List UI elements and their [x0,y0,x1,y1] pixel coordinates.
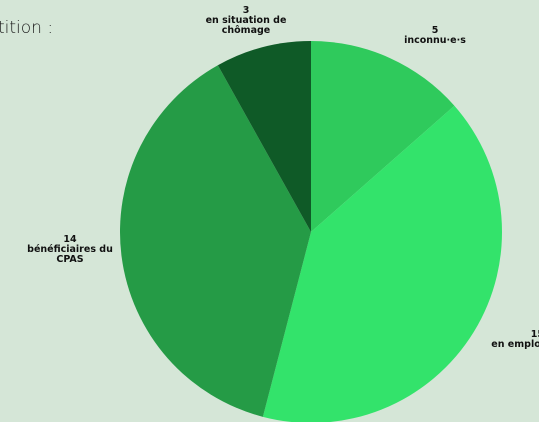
category-label: en situation de chômage [205,15,287,36]
slice-label: 15en emploi [440,330,539,350]
category-label: inconnu·e·s [404,35,466,46]
pie-slice [311,41,455,232]
value-label: 14 [63,234,77,245]
value-label: 15 [530,329,539,340]
category-label: en emploi [491,339,539,350]
slice-label: 5 inconnu·e·s [395,26,475,46]
value-label: 5 [431,25,439,36]
pie-slice [119,65,311,417]
pie-slice [217,41,311,232]
value-label: 3 [242,5,250,16]
category-label: bénéficiaires du CPAS [27,244,113,265]
chart-title: tition : [0,18,54,38]
slice-label: 3 en situation de chômage [196,6,296,36]
pie-slice [262,105,502,422]
slice-label: 14 bénéficiaires du CPAS [20,235,120,265]
